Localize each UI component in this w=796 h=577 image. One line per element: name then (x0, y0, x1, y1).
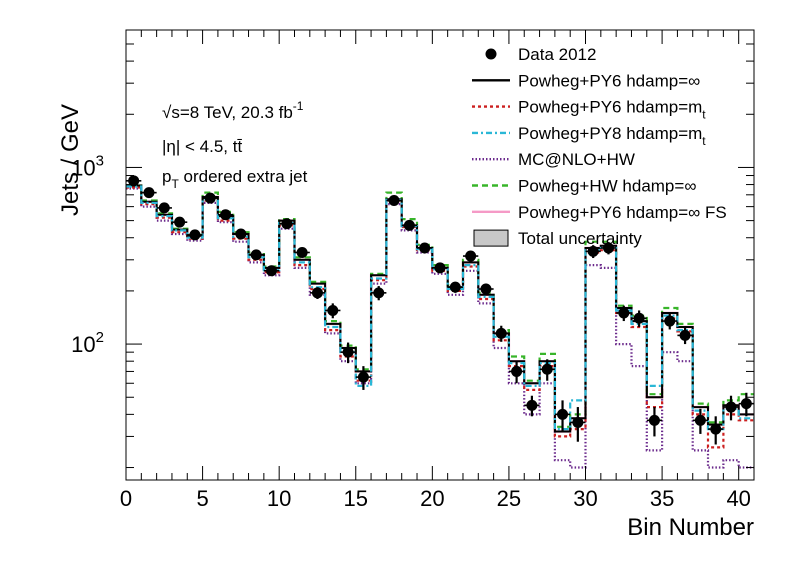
plot-frame (125, 29, 755, 481)
data-point (373, 287, 385, 299)
data-point (511, 365, 523, 377)
data-points-layer (126, 175, 754, 445)
data-point (587, 245, 599, 257)
data-point (557, 408, 569, 420)
data-point (495, 327, 507, 339)
x-tick-label: 5 (196, 486, 208, 511)
data-point (296, 246, 308, 258)
x-tick-label: 10 (267, 486, 291, 511)
y-tick-label: 102 (71, 329, 104, 357)
data-point (664, 315, 676, 327)
x-tick-label: 30 (573, 486, 597, 511)
legend-marker (485, 48, 497, 60)
data-point (694, 414, 706, 426)
data-point (220, 209, 232, 221)
data-point (572, 416, 584, 428)
data-point (403, 219, 415, 231)
data-point (710, 423, 722, 435)
data-point (465, 250, 477, 262)
x-tick-label: 15 (344, 486, 368, 511)
data-point (281, 218, 293, 230)
data-point (143, 187, 155, 199)
data-point (602, 242, 614, 254)
data-point (158, 202, 170, 214)
annotation-pt: pT ordered extra jet (162, 167, 308, 191)
mc-series-layer (126, 184, 754, 469)
data-point (388, 194, 400, 206)
data-point (480, 283, 492, 295)
data-point (740, 398, 752, 410)
data-point (266, 265, 278, 277)
legend-label: Powheg+HW hdamp=∞ (518, 177, 696, 196)
data-point (357, 371, 369, 383)
legend-label: MC@NLO+HW (518, 150, 635, 169)
x-tick-label: 25 (497, 486, 521, 511)
data-point (327, 304, 339, 316)
data-point (633, 312, 645, 324)
data-point (174, 216, 186, 228)
data-point (204, 192, 216, 204)
data-point (648, 414, 660, 426)
data-point (725, 401, 737, 413)
legend-label: Data 2012 (518, 45, 596, 64)
data-point (250, 249, 262, 261)
data-point (434, 262, 446, 274)
legend-label: Powheg+PY6 hdamp=∞ FS (518, 203, 727, 222)
data-point (419, 242, 431, 254)
y-tick-label: 103 (71, 152, 104, 180)
y-axis-label: Jets / GeV (57, 104, 84, 216)
data-point (541, 363, 553, 375)
annotation-eta: |η| < 4.5, tt̄ (162, 137, 243, 156)
legend-label: Powheg+PY6 hdamp=∞ (518, 71, 700, 90)
series-line-4 (126, 187, 754, 469)
x-tick-label: 20 (420, 486, 444, 511)
legend-box (473, 229, 509, 247)
x-tick-label: 0 (120, 486, 132, 511)
axes-layer: 0 5 10 15 20 25 30 35 40 102 103 (71, 29, 755, 511)
legend-label: Powheg+PY6 hdamp=mt (518, 98, 706, 122)
annotations: √s=8 TeV, 20.3 fb-1 |η| < 4.5, tt̄ pT or… (162, 99, 308, 191)
x-axis-label: Bin Number (627, 514, 754, 541)
data-point (618, 307, 630, 319)
annotation-energy: √s=8 TeV, 20.3 fb-1 (162, 99, 304, 122)
data-point (342, 346, 354, 358)
data-point (189, 229, 201, 241)
data-point (449, 281, 461, 293)
legend-label: Powheg+PY8 hdamp=mt (518, 124, 706, 148)
data-point (526, 399, 538, 411)
x-tick-label: 35 (650, 486, 674, 511)
series-line-2 (126, 186, 754, 449)
x-tick-label: 40 (726, 486, 750, 511)
legend-label: Total uncertainty (518, 229, 642, 248)
data-point (128, 175, 140, 187)
data-point (679, 329, 691, 341)
data-point (311, 287, 323, 299)
data-point (235, 228, 247, 240)
legend: Data 2012 Powheg+PY6 hdamp=∞ Powheg+PY6 hd… (472, 45, 727, 248)
